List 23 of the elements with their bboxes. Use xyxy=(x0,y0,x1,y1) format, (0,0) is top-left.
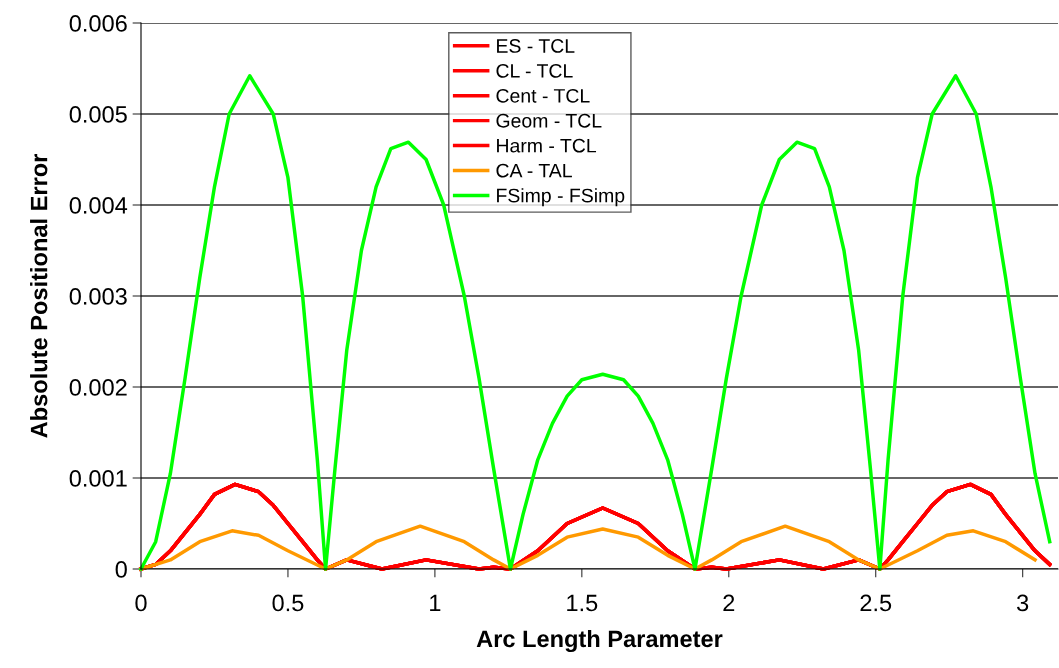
legend-label: FSimp - FSimp xyxy=(497,188,625,207)
legend-label: Harm - TCL xyxy=(497,138,597,153)
x-tick-label: 1.5 xyxy=(567,594,598,612)
x-tick-label: 3 xyxy=(1017,594,1029,612)
x-tick-label: 0.5 xyxy=(272,594,304,612)
legend-label: Cent - TCL xyxy=(496,88,590,103)
y-tick-label: 0.006 xyxy=(69,15,127,32)
x-tick-label: 2 xyxy=(723,594,735,612)
y-tick-label: 0.003 xyxy=(69,288,127,305)
legend-label: Geom - TCL xyxy=(496,113,602,128)
y-tick-label: 0 xyxy=(115,561,127,578)
legend-label: CA - TAL xyxy=(496,163,572,178)
x-tick-label: 2.5 xyxy=(860,594,892,612)
legend-label: CL - TCL xyxy=(496,64,573,78)
y-tick-label: 0.005 xyxy=(69,106,127,123)
y-axis-title: Absolute Positional Error xyxy=(30,154,48,438)
legend-label: ES - TCL xyxy=(497,39,575,53)
x-tick-label: 1 xyxy=(430,594,441,612)
y-tick-label: 0.002 xyxy=(69,379,127,396)
y-tick-label: 0.001 xyxy=(69,470,127,487)
y-tick-label: 0.004 xyxy=(69,197,128,214)
x-axis-title: Arc Length Parameter xyxy=(476,629,723,653)
x-tick-label: 0 xyxy=(135,594,147,612)
